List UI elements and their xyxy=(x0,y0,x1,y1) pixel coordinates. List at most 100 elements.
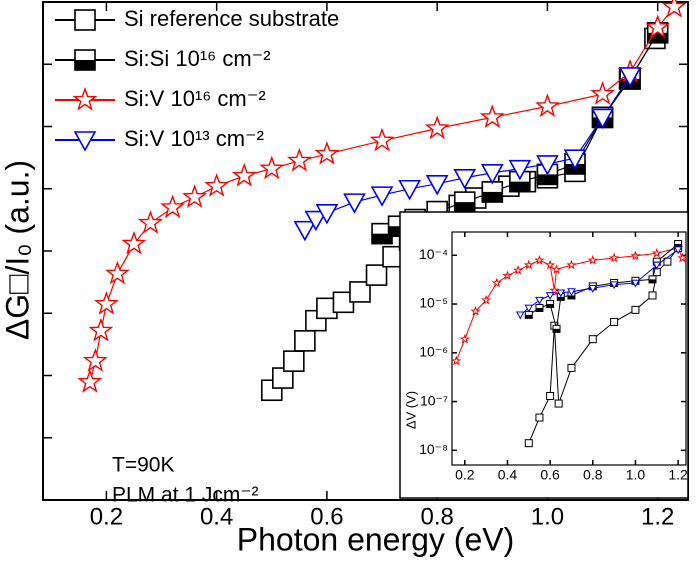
marker xyxy=(677,252,688,263)
marker xyxy=(631,279,640,288)
marker-body xyxy=(72,86,98,111)
marker-body xyxy=(74,9,96,31)
marker xyxy=(502,270,513,281)
marker xyxy=(524,439,533,448)
marker xyxy=(272,367,294,389)
marker xyxy=(74,49,96,71)
marker-fill xyxy=(537,174,558,185)
marker-body xyxy=(535,413,544,422)
marker xyxy=(648,275,657,284)
marker xyxy=(481,181,504,203)
marker xyxy=(365,264,388,286)
y-tick-label: 10⁻⁴ xyxy=(419,246,448,262)
marker xyxy=(563,149,587,170)
marker-body xyxy=(398,179,421,201)
x-tick-label: 1.0 xyxy=(531,503,564,530)
marker-body xyxy=(631,305,640,314)
marker-body xyxy=(588,285,598,293)
marker-body xyxy=(105,260,130,285)
marker xyxy=(590,81,615,105)
marker-body xyxy=(182,184,208,208)
marker-fill xyxy=(525,314,533,319)
marker xyxy=(82,348,108,372)
marker xyxy=(663,257,672,266)
marker-body xyxy=(648,291,657,300)
marker xyxy=(453,168,477,190)
marker-body xyxy=(535,93,560,117)
marker-body xyxy=(204,173,230,197)
marker xyxy=(567,288,576,297)
marker-body xyxy=(630,250,641,261)
marker xyxy=(160,194,185,219)
marker-body xyxy=(534,254,545,265)
marker-body xyxy=(349,281,371,303)
marker-body xyxy=(315,204,339,225)
marker xyxy=(609,252,620,263)
inset-frame xyxy=(399,211,689,499)
marker-body xyxy=(556,289,566,298)
marker-body xyxy=(610,317,619,326)
marker-body xyxy=(160,194,185,219)
marker xyxy=(609,281,619,290)
marker-fill xyxy=(509,181,530,192)
x-tick-label: 0.2 xyxy=(90,503,123,530)
marker xyxy=(73,131,97,152)
marker-body xyxy=(286,147,312,172)
marker xyxy=(343,193,366,214)
marker-body xyxy=(259,155,285,180)
marker-body xyxy=(88,317,114,342)
marker xyxy=(588,285,598,293)
series-line xyxy=(381,32,659,235)
legend-label: Si:Si 10¹⁶ cm⁻² xyxy=(124,46,271,71)
marker-body xyxy=(93,291,119,315)
marker xyxy=(552,324,561,333)
marker-body xyxy=(591,108,614,130)
x-tick-label: 0.4 xyxy=(200,503,233,530)
legend-label: Si reference substrate xyxy=(124,6,339,31)
marker-body xyxy=(314,141,340,165)
marker-body xyxy=(369,127,395,152)
marker xyxy=(535,413,544,422)
marker xyxy=(673,246,683,255)
marker-body xyxy=(551,264,562,274)
marker xyxy=(77,369,103,393)
marker xyxy=(93,291,119,315)
marker xyxy=(286,147,312,172)
annotation: T=90K xyxy=(112,454,174,477)
marker xyxy=(535,93,560,117)
marker-body xyxy=(567,363,576,372)
marker-body xyxy=(536,155,559,176)
marker-body xyxy=(545,292,555,300)
marker-body xyxy=(524,439,533,448)
marker xyxy=(231,162,257,187)
marker-body xyxy=(293,220,317,242)
x-tick-label: 1.2 xyxy=(641,503,674,530)
x-tick-label: 0.6 xyxy=(310,503,343,530)
marker-body xyxy=(549,285,560,295)
marker xyxy=(591,108,614,130)
marker-body xyxy=(673,246,683,255)
legend-label: Si:V 10¹³ cm⁻² xyxy=(124,126,264,151)
marker-fill xyxy=(557,296,565,301)
marker-fill xyxy=(647,32,668,43)
series-line xyxy=(89,6,675,383)
marker-body xyxy=(480,164,504,185)
marker xyxy=(536,155,559,176)
marker-body xyxy=(283,350,305,372)
marker-body xyxy=(424,115,450,140)
marker xyxy=(453,191,476,213)
marker xyxy=(551,264,562,274)
marker-fill xyxy=(546,304,554,308)
marker-body xyxy=(508,159,532,181)
marker xyxy=(293,220,317,242)
y-tick-label: 10⁻⁸ xyxy=(419,441,448,457)
marker xyxy=(630,250,641,261)
marker xyxy=(631,305,640,314)
marker xyxy=(513,265,524,275)
legend-label: Si:V 10¹⁶ cm⁻² xyxy=(124,86,266,111)
marker-fill xyxy=(388,226,409,237)
marker xyxy=(556,289,566,298)
marker-body xyxy=(121,230,147,255)
marker xyxy=(523,259,534,270)
marker xyxy=(648,291,657,300)
